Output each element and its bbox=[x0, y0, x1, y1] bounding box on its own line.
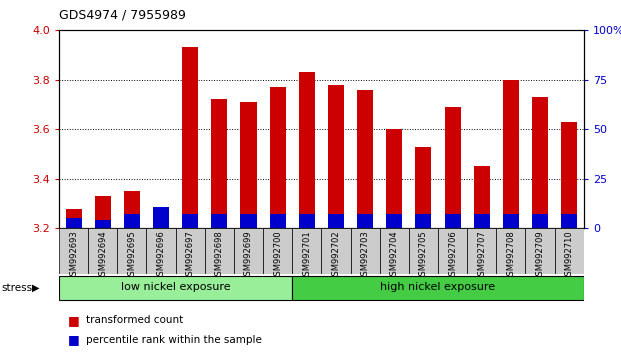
Bar bbox=[270, 87, 286, 228]
Text: GSM992706: GSM992706 bbox=[448, 230, 457, 281]
Bar bbox=[445, 215, 461, 228]
Bar bbox=[503, 80, 519, 228]
Text: GSM992693: GSM992693 bbox=[69, 230, 78, 281]
FancyBboxPatch shape bbox=[88, 228, 117, 274]
Text: GSM992700: GSM992700 bbox=[273, 230, 282, 281]
FancyBboxPatch shape bbox=[234, 228, 263, 274]
Bar bbox=[240, 102, 256, 228]
Text: low nickel exposure: low nickel exposure bbox=[121, 282, 230, 292]
Text: ■: ■ bbox=[68, 333, 80, 346]
FancyBboxPatch shape bbox=[117, 228, 147, 274]
Bar bbox=[386, 129, 402, 228]
Text: GSM992702: GSM992702 bbox=[332, 230, 340, 281]
Bar bbox=[299, 72, 315, 228]
Bar bbox=[95, 196, 111, 228]
Bar bbox=[357, 90, 373, 228]
Bar bbox=[124, 215, 140, 228]
Text: GSM992705: GSM992705 bbox=[419, 230, 428, 281]
Text: ■: ■ bbox=[68, 314, 80, 327]
Bar bbox=[124, 191, 140, 228]
Text: GSM992694: GSM992694 bbox=[98, 230, 107, 281]
Text: transformed count: transformed count bbox=[86, 315, 183, 325]
Text: GSM992708: GSM992708 bbox=[506, 230, 515, 281]
Text: GSM992707: GSM992707 bbox=[477, 230, 486, 281]
Bar bbox=[474, 166, 490, 228]
Bar bbox=[415, 215, 432, 228]
FancyBboxPatch shape bbox=[59, 276, 292, 300]
Bar bbox=[240, 215, 256, 228]
Text: stress: stress bbox=[1, 283, 32, 293]
Text: high nickel exposure: high nickel exposure bbox=[381, 282, 496, 292]
Text: GSM992699: GSM992699 bbox=[244, 230, 253, 281]
FancyBboxPatch shape bbox=[292, 276, 584, 300]
Bar bbox=[474, 215, 490, 228]
Bar bbox=[503, 215, 519, 228]
Bar bbox=[182, 215, 198, 228]
Bar bbox=[182, 47, 198, 228]
Text: GSM992703: GSM992703 bbox=[361, 230, 369, 281]
Bar bbox=[270, 215, 286, 228]
FancyBboxPatch shape bbox=[147, 228, 176, 274]
Bar bbox=[561, 215, 577, 228]
Text: GSM992695: GSM992695 bbox=[127, 230, 137, 281]
Bar bbox=[153, 206, 169, 228]
FancyBboxPatch shape bbox=[409, 228, 438, 274]
FancyBboxPatch shape bbox=[205, 228, 234, 274]
Bar bbox=[66, 209, 81, 228]
FancyBboxPatch shape bbox=[292, 228, 322, 274]
Bar bbox=[445, 107, 461, 228]
FancyBboxPatch shape bbox=[350, 228, 379, 274]
FancyBboxPatch shape bbox=[379, 228, 409, 274]
Bar bbox=[95, 221, 111, 228]
Bar bbox=[328, 215, 344, 228]
FancyBboxPatch shape bbox=[467, 228, 496, 274]
FancyBboxPatch shape bbox=[525, 228, 555, 274]
Text: GSM992710: GSM992710 bbox=[564, 230, 574, 281]
Text: GSM992709: GSM992709 bbox=[535, 230, 545, 281]
Bar bbox=[532, 97, 548, 228]
FancyBboxPatch shape bbox=[263, 228, 292, 274]
Bar bbox=[561, 122, 577, 228]
Bar bbox=[299, 215, 315, 228]
Bar bbox=[211, 99, 227, 228]
Bar bbox=[386, 215, 402, 228]
Text: GDS4974 / 7955989: GDS4974 / 7955989 bbox=[59, 9, 186, 22]
Bar bbox=[357, 215, 373, 228]
FancyBboxPatch shape bbox=[322, 228, 350, 274]
Text: GSM992698: GSM992698 bbox=[215, 230, 224, 281]
FancyBboxPatch shape bbox=[496, 228, 525, 274]
Text: GSM992696: GSM992696 bbox=[156, 230, 166, 281]
Text: ▶: ▶ bbox=[32, 283, 40, 293]
Bar bbox=[415, 147, 432, 228]
Bar bbox=[328, 85, 344, 228]
Bar bbox=[532, 215, 548, 228]
FancyBboxPatch shape bbox=[555, 228, 584, 274]
Text: GSM992701: GSM992701 bbox=[302, 230, 311, 281]
Bar bbox=[66, 218, 81, 228]
FancyBboxPatch shape bbox=[438, 228, 467, 274]
Bar bbox=[153, 223, 169, 228]
Text: GSM992697: GSM992697 bbox=[186, 230, 194, 281]
FancyBboxPatch shape bbox=[59, 228, 88, 274]
Text: GSM992704: GSM992704 bbox=[390, 230, 399, 281]
FancyBboxPatch shape bbox=[176, 228, 205, 274]
Text: percentile rank within the sample: percentile rank within the sample bbox=[86, 335, 261, 345]
Bar bbox=[211, 215, 227, 228]
